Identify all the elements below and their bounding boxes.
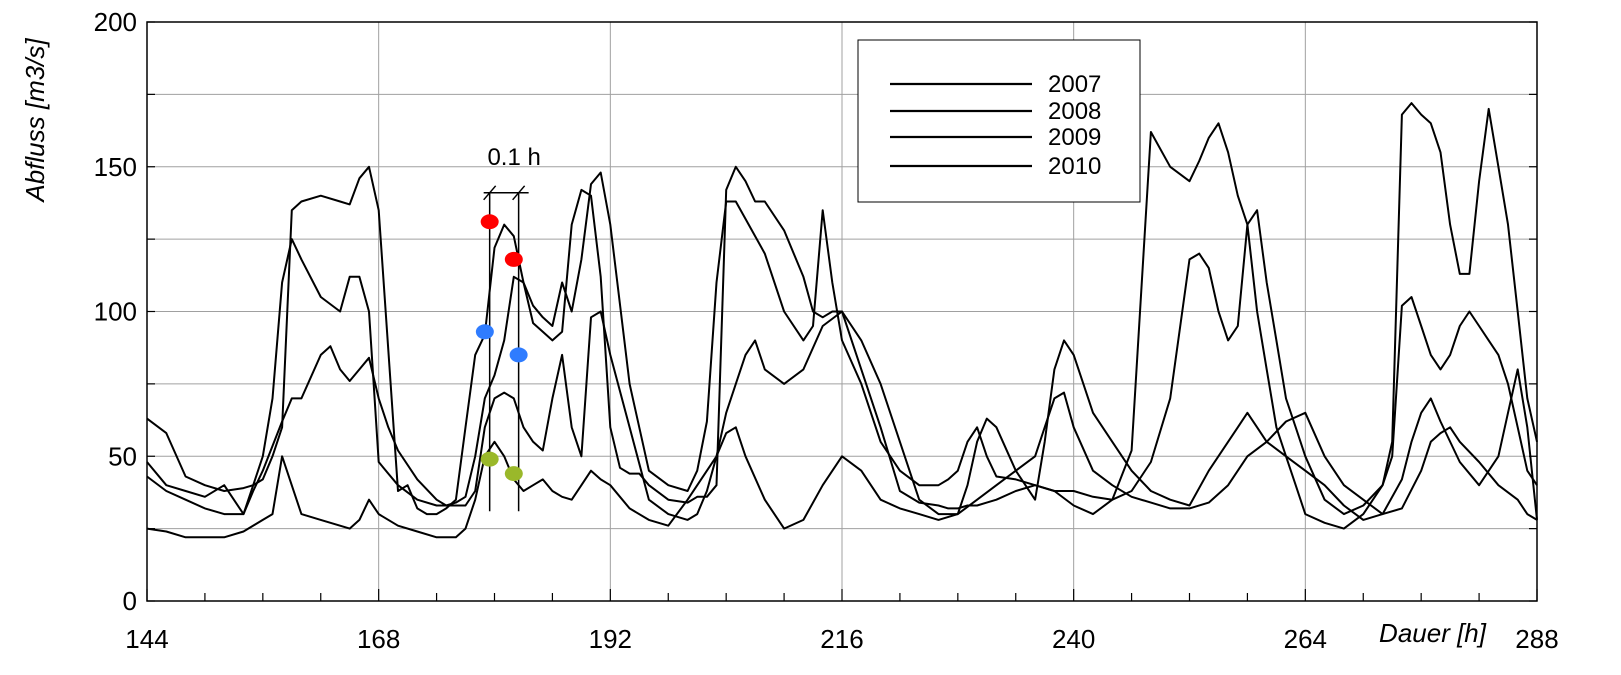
minor-ticks: [146, 21, 1538, 602]
series-line-2010: [146, 391, 1538, 539]
highlight-marker: [480, 214, 499, 230]
highlight-marker: [475, 324, 494, 340]
x-tick-label: 288: [1515, 624, 1558, 654]
highlight-markers: [475, 214, 528, 482]
highlight-marker: [480, 451, 499, 467]
y-tick-label: 200: [94, 7, 137, 37]
legend-label-2007: 2007: [1048, 71, 1101, 98]
legend-label-2010: 2010: [1048, 153, 1101, 180]
series-lines: [146, 102, 1538, 539]
legend-label-2009: 2009: [1048, 124, 1101, 151]
x-tick-label: 144: [125, 624, 168, 654]
annotation-label: 0.1 h: [487, 144, 540, 171]
x-axis-title: Dauer [h]: [1379, 618, 1487, 648]
annotation-break-slash-left: [483, 185, 497, 201]
x-tick-label: 264: [1284, 624, 1327, 654]
annotation-break-slash-right: [512, 185, 526, 201]
series-line-2007: [146, 102, 1538, 530]
series-line-2008: [146, 171, 1538, 516]
tick-labels: 144 168 192 216 240 264 288 0 50 100 150 200: [94, 7, 1559, 654]
highlight-marker: [504, 466, 523, 482]
plot-frame: [146, 21, 1538, 602]
x-tick-label: 240: [1052, 624, 1095, 654]
highlight-marker: [504, 251, 523, 267]
y-tick-label: 0: [123, 586, 137, 616]
x-tick-label: 168: [357, 624, 400, 654]
x-tick-label: 192: [589, 624, 632, 654]
y-tick-label: 50: [108, 441, 137, 471]
highlight-marker: [509, 347, 528, 363]
x-tick-label: 216: [820, 624, 863, 654]
y-tick-label: 150: [94, 152, 137, 182]
legend-box: [857, 39, 1141, 203]
series-line-2009: [146, 310, 1538, 521]
legend-label-2008: 2008: [1048, 98, 1101, 125]
y-axis-title: Abfluss [m3/s]: [20, 38, 50, 204]
y-tick-label: 100: [94, 297, 137, 327]
